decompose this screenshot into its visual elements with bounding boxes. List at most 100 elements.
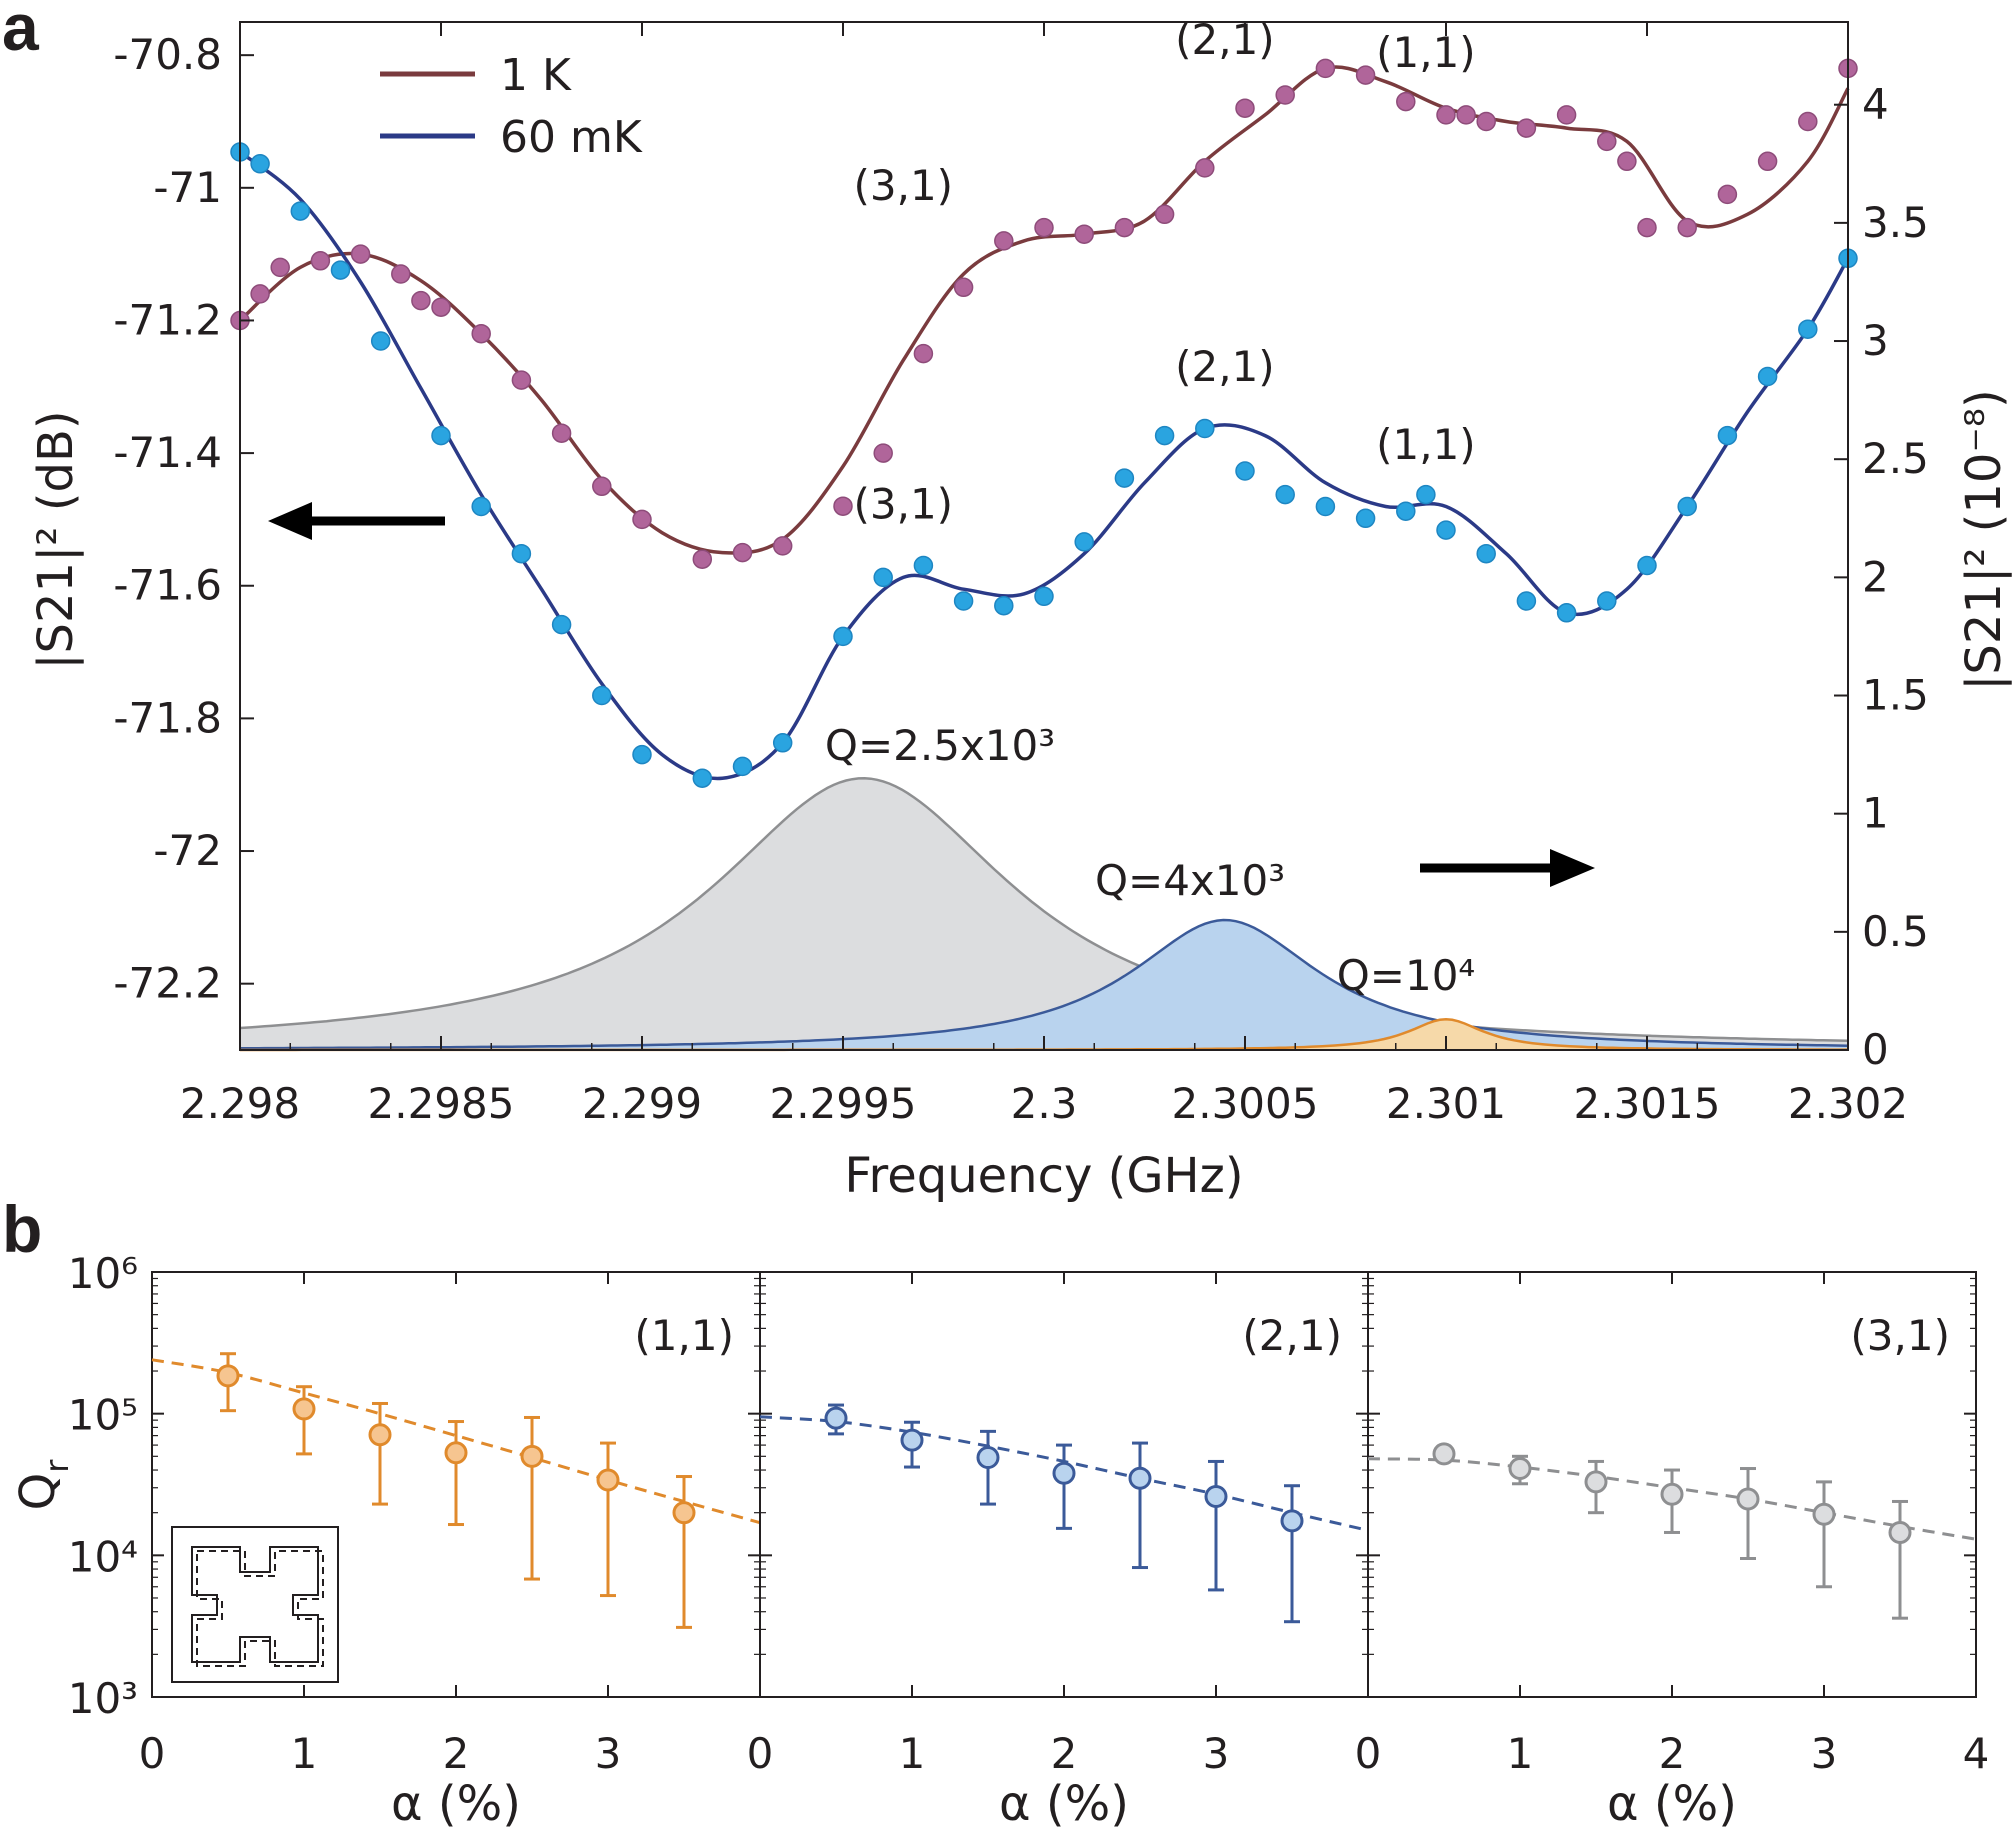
x-axis-label-b: α (%) — [391, 1776, 521, 1830]
x-axis-label: Frequency (GHz) — [844, 1148, 1243, 1204]
plot-frame-a — [239, 21, 1849, 1051]
data-point — [692, 549, 713, 569]
x-tick-label-b: 3 — [1203, 1729, 1230, 1778]
data-point-b — [1584, 1470, 1608, 1494]
data-point — [1074, 532, 1094, 552]
data-point — [1355, 65, 1376, 85]
peak-label-60mk: (3,1) — [854, 479, 954, 528]
data-point-b — [1888, 1520, 1912, 1544]
data-point — [310, 251, 331, 271]
data-point — [1034, 586, 1054, 607]
lorentzian-fill-1 — [240, 920, 1848, 1050]
y-right-tick-label: 2 — [1862, 552, 1889, 601]
data-point — [350, 244, 371, 264]
lorentzian-curve-1 — [240, 918, 1849, 1050]
data-point — [431, 297, 451, 317]
data-point — [1476, 111, 1496, 132]
data-point — [1717, 425, 1738, 446]
x-tick-label: 2.301 — [1386, 1079, 1506, 1128]
data-point-b — [824, 1406, 848, 1430]
data-point — [1677, 496, 1697, 517]
data-point — [290, 201, 311, 221]
x-tick-label: 2.2995 — [770, 1079, 917, 1128]
data-point — [1074, 224, 1094, 244]
x-tick-label: 2.302 — [1788, 1079, 1908, 1128]
data-point — [471, 496, 491, 517]
data-point-b — [520, 1444, 544, 1468]
y-left-tick-label: -72 — [153, 826, 222, 875]
x-tick-label-b: 1 — [1507, 1729, 1534, 1778]
data-point — [833, 626, 853, 647]
data-point — [632, 509, 652, 530]
x-tick-label-b: 2 — [1051, 1729, 1078, 1778]
data-point — [1617, 151, 1637, 172]
data-point — [873, 567, 893, 588]
data-point — [1114, 217, 1135, 238]
y-left-tick-label: -70.8 — [113, 30, 222, 79]
data-point — [873, 443, 893, 463]
panel-b: b 10³ 10⁴ 10⁵ 10⁶ Qr 0 1 2 3 α (%) (1,1) 0 1 2 3 α (%) (2… — [2, 1192, 1989, 1830]
data-point — [1798, 111, 1818, 132]
data-point — [1275, 85, 1295, 105]
data-point-b — [1204, 1485, 1228, 1509]
data-point — [953, 277, 974, 298]
data-point — [1396, 91, 1416, 112]
data-point — [1235, 461, 1255, 481]
data-point — [1154, 204, 1175, 225]
data-point — [551, 423, 572, 443]
x-tick-label-b: 1 — [291, 1729, 318, 1778]
data-point-b — [368, 1423, 392, 1447]
data-point — [471, 323, 491, 344]
data-point-b — [1432, 1442, 1456, 1466]
y-right-tick-label: 3.5 — [1862, 198, 1929, 247]
data-point — [1456, 105, 1476, 125]
data-point — [833, 496, 853, 516]
data-point — [1677, 217, 1697, 238]
x-tick-label: 2.3 — [1011, 1079, 1078, 1128]
data-point — [370, 331, 391, 351]
inset-shape-dashed — [196, 1550, 324, 1667]
x-tick-label: 2.299 — [582, 1079, 702, 1128]
y-right-tick-label: 0.5 — [1862, 907, 1929, 956]
data-point-b — [292, 1397, 316, 1421]
x-tick-label: 2.2985 — [368, 1079, 515, 1128]
data-point-b — [1128, 1466, 1152, 1490]
x-tick-label: 2.298 — [180, 1079, 300, 1128]
data-point — [1556, 105, 1577, 125]
data-point — [632, 744, 652, 765]
data-point-b — [1812, 1502, 1836, 1526]
data-point — [1436, 105, 1456, 125]
peak-label-60mk: (2,1) — [1175, 342, 1275, 391]
y-left-tick-label: -72.2 — [113, 959, 222, 1008]
data-point — [1436, 520, 1456, 540]
data-point — [1597, 591, 1617, 611]
data-point — [1315, 496, 1336, 517]
x-tick-label-b: 0 — [747, 1729, 774, 1778]
y-right-tick-label: 3 — [1862, 316, 1889, 365]
y-axis-label-right: |S21|² (10⁻⁸) — [1956, 389, 2012, 691]
peak-label-1k: (2,1) — [1175, 15, 1275, 64]
data-point — [994, 231, 1014, 251]
data-point — [732, 542, 753, 563]
data-point — [330, 260, 351, 280]
data-point — [411, 290, 431, 311]
data-point — [1556, 603, 1577, 623]
data-point — [1235, 98, 1255, 118]
data-point — [1396, 501, 1416, 521]
data-point — [953, 591, 974, 611]
y-axis-label-left: |S21|² (dB) — [28, 410, 84, 669]
x-tick-label-b: 1 — [899, 1729, 926, 1778]
y-right-tick-label: 4 — [1862, 80, 1889, 129]
inset-frame — [171, 1526, 339, 1683]
data-point — [1757, 151, 1778, 172]
legend-label-60mk: 60 mK — [500, 112, 643, 163]
data-point — [592, 685, 612, 706]
x-tick-label-b: 0 — [139, 1729, 166, 1778]
y-left-tick-label: -71.8 — [113, 693, 222, 742]
y-tick-label-b: 10³ — [68, 1674, 138, 1723]
resonator-inset-icon — [171, 1526, 339, 1683]
data-point — [250, 154, 270, 174]
lorentzian-label-1: Q=4x10³ — [1095, 856, 1285, 905]
x-tick-label-b: 3 — [1811, 1729, 1838, 1778]
data-point — [431, 425, 451, 446]
